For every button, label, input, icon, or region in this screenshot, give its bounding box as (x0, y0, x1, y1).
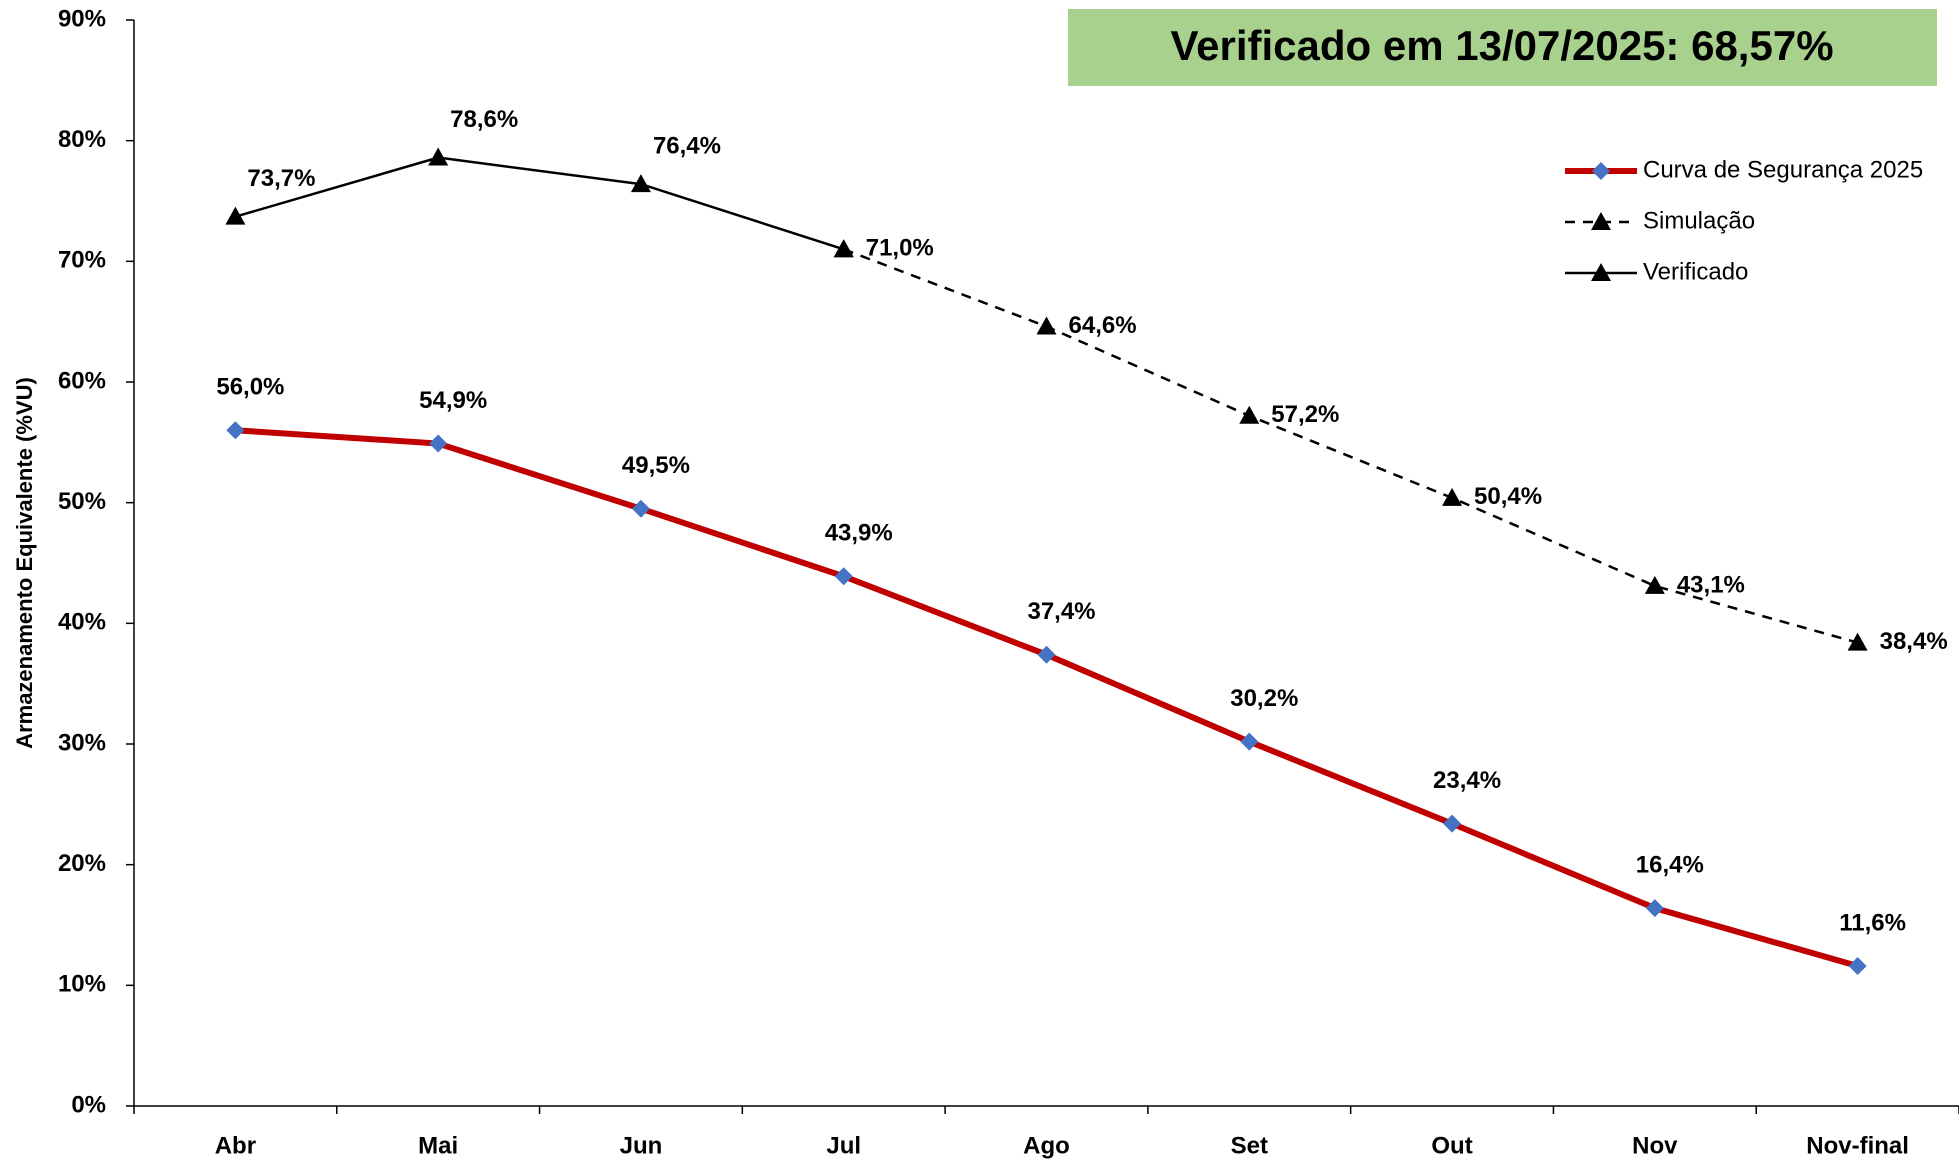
marker (1037, 645, 1056, 664)
data-label: 71,0% (866, 235, 934, 262)
series-line (843, 248, 1858, 644)
x-tick-label: Out (1431, 1132, 1472, 1159)
x-tick-label: Abr (215, 1132, 256, 1159)
y-tick-label: 60% (58, 367, 106, 394)
legend-marker (1591, 212, 1611, 230)
marker (1240, 732, 1259, 751)
marker (834, 567, 853, 586)
x-tick-label: Mai (418, 1132, 458, 1159)
y-tick-label: 80% (58, 126, 106, 153)
data-label: 23,4% (1433, 767, 1501, 794)
y-tick-label: 20% (58, 850, 106, 877)
legend-marker (1592, 162, 1610, 180)
annotation-box (1068, 9, 1937, 86)
marker (1644, 575, 1665, 594)
data-label: 64,6% (1069, 312, 1137, 339)
data-label: 54,9% (419, 387, 487, 414)
data-label: 56,0% (216, 374, 284, 401)
data-label: 16,4% (1636, 851, 1704, 878)
marker (429, 434, 448, 453)
x-tick-label: Ago (1023, 1132, 1070, 1159)
marker (1847, 632, 1868, 651)
legend-marker (1591, 263, 1611, 281)
marker (226, 421, 245, 440)
y-tick-label: 40% (58, 609, 106, 636)
marker (833, 239, 854, 258)
marker (1442, 487, 1463, 506)
y-tick-label: 50% (58, 488, 106, 515)
data-label: 30,2% (1230, 685, 1298, 712)
series-line (235, 156, 845, 251)
x-tick-label: Set (1231, 1132, 1268, 1159)
y-tick-label: 0% (71, 1091, 106, 1118)
data-label: 50,4% (1474, 483, 1542, 510)
annotation: Verificado em 13/07/2025: 68,57% (1170, 22, 1833, 69)
data-label: 57,2% (1271, 401, 1339, 428)
marker (1848, 957, 1867, 976)
series-line (235, 427, 1859, 969)
data-label: 78,6% (450, 106, 518, 133)
marker (630, 174, 651, 193)
data-label: 38,4% (1880, 628, 1948, 655)
data-label: 73,7% (247, 165, 315, 192)
marker (225, 206, 246, 225)
x-tick-label: Nov-final (1806, 1132, 1909, 1159)
data-label: 76,4% (653, 132, 721, 159)
marker (428, 147, 449, 166)
legend-label: Curva de Segurança 2025 (1643, 156, 1923, 183)
x-tick-label: Nov (1632, 1132, 1678, 1159)
y-tick-label: 30% (58, 729, 106, 756)
data-label: 43,1% (1677, 571, 1745, 598)
legend-label: Simulação (1643, 207, 1755, 234)
x-tick-label: Jul (826, 1132, 861, 1159)
y-tick-label: 10% (58, 971, 106, 998)
marker (1443, 814, 1462, 833)
y-tick-label: 70% (58, 247, 106, 274)
x-tick-label: Jun (620, 1132, 663, 1159)
data-label: 11,6% (1839, 909, 1906, 936)
marker (1239, 405, 1260, 424)
data-label: 43,9% (825, 520, 893, 547)
marker (1645, 899, 1664, 918)
data-label: 49,5% (622, 452, 690, 479)
data-label: 37,4% (1027, 598, 1095, 625)
legend-label: Verificado (1643, 258, 1748, 285)
marker (1036, 316, 1057, 335)
y-tick-label: 90% (58, 5, 106, 32)
y-axis-label: Armazenamento Equivalente (%VU) (12, 377, 37, 749)
marker (631, 499, 650, 518)
